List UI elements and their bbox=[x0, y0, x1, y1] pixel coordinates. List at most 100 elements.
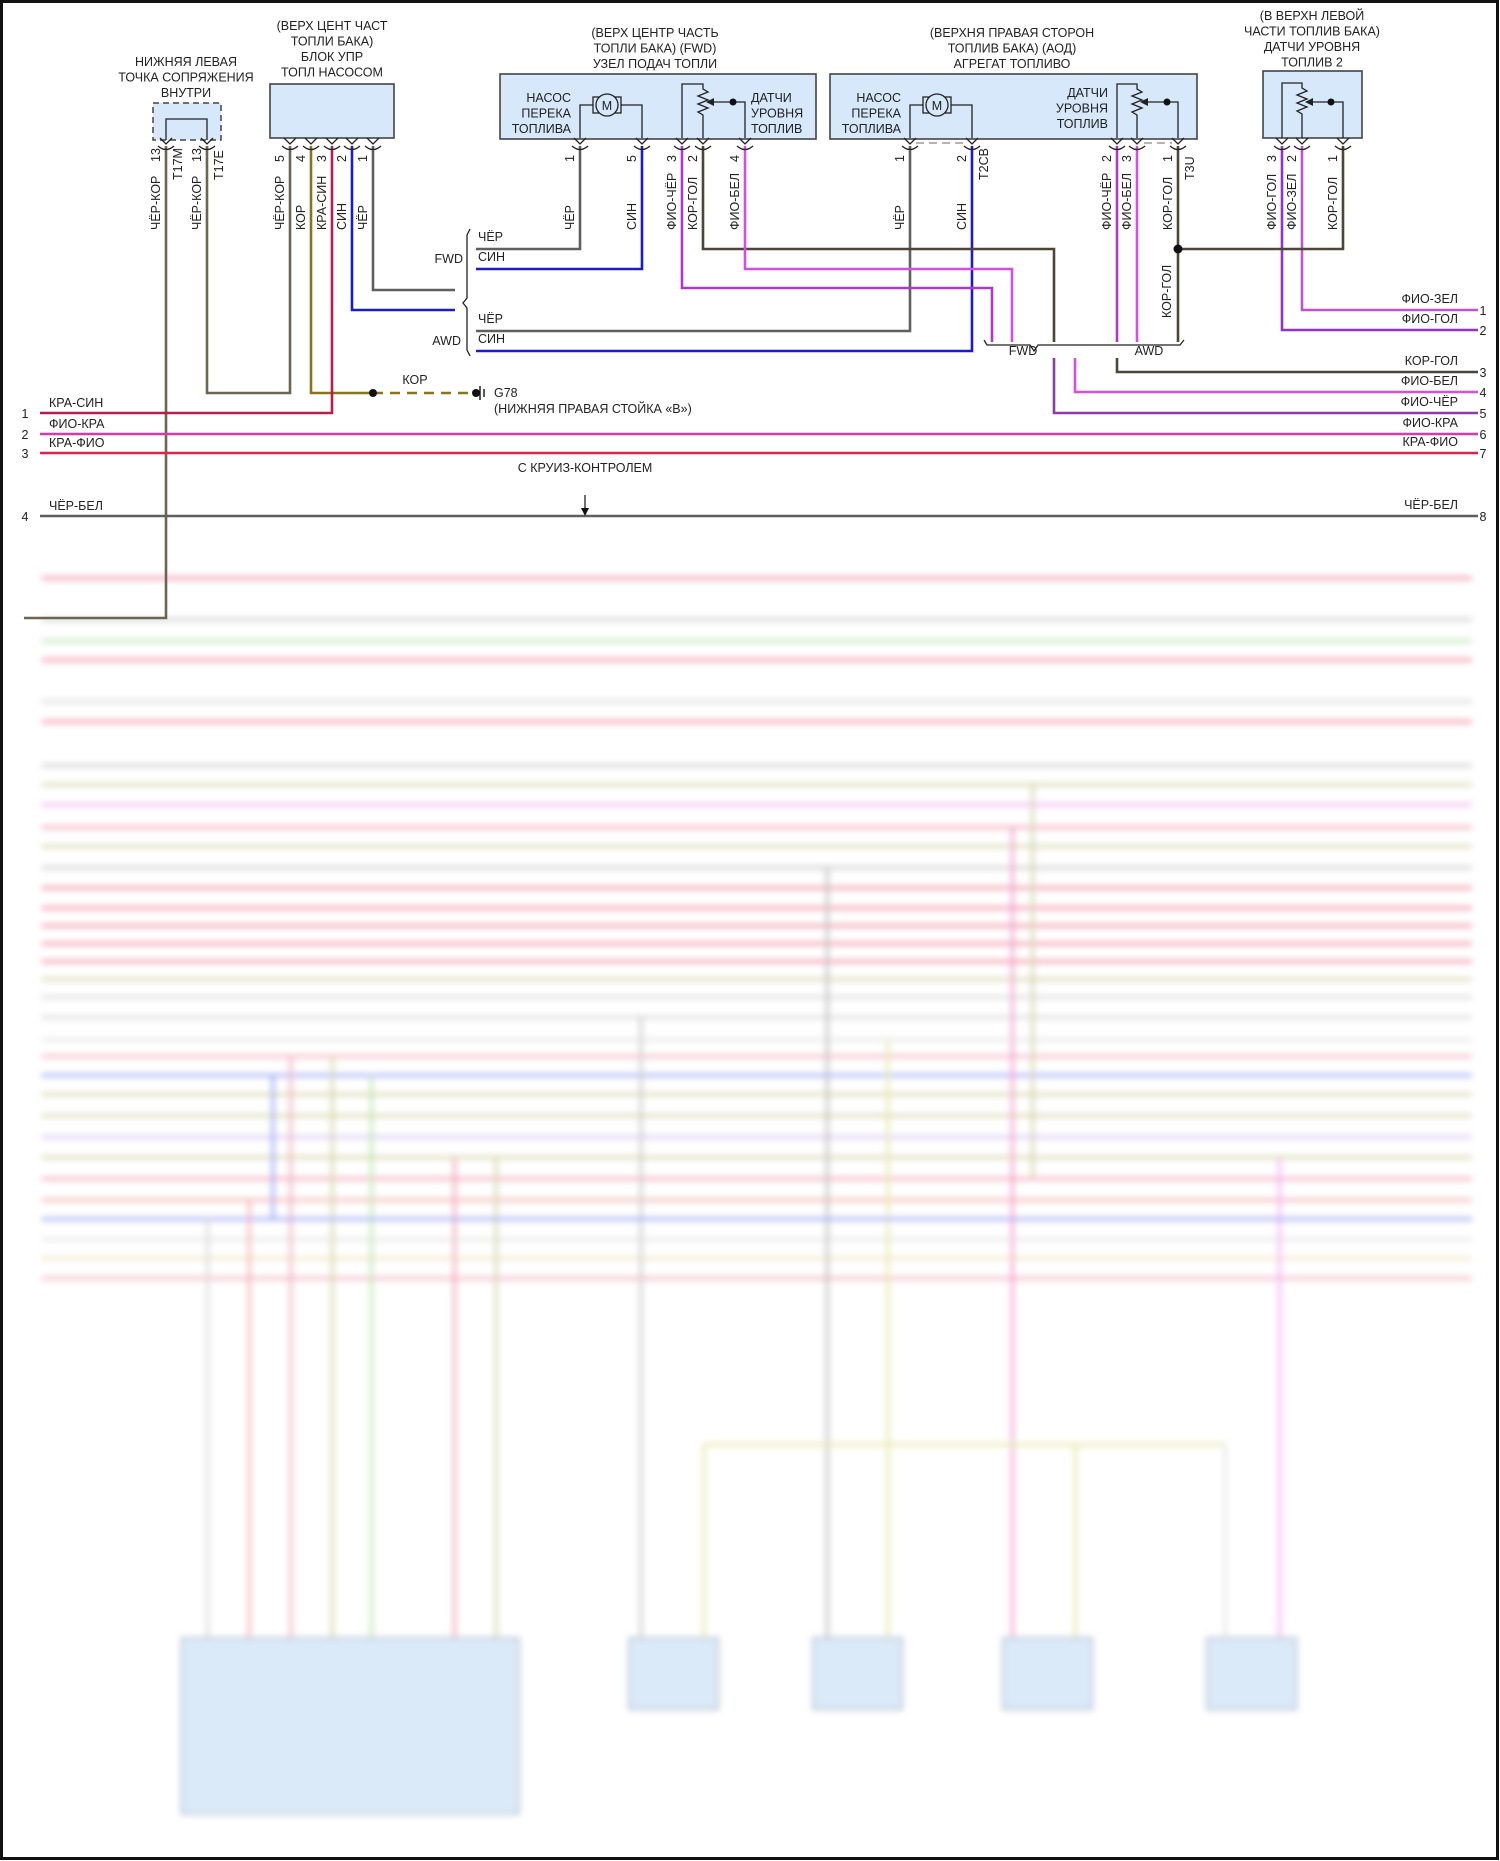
wire-fio-zel bbox=[1300, 146, 1478, 312]
wire-t17m bbox=[24, 146, 168, 620]
awd_unit-sensor-label: ДАТЧИ bbox=[1067, 86, 1108, 100]
fwd_unit-pump-label: НАСОС bbox=[526, 91, 571, 105]
ground-g78 bbox=[369, 386, 485, 400]
pin-connector-icon bbox=[1169, 137, 1187, 151]
pump_control-title: ТОПЛ НАСОСОМ bbox=[281, 66, 383, 80]
right-line-label: ФИО-КРА bbox=[1403, 416, 1459, 430]
splice-title: ТОЧКА СОПРЯЖЕНИЯ bbox=[118, 71, 253, 85]
pin-connector-icon bbox=[571, 137, 589, 151]
awd_unit-pump-label: НАСОС bbox=[856, 91, 901, 105]
pin-connector-icon bbox=[673, 137, 691, 151]
splice-bridge bbox=[165, 118, 208, 140]
pin-number: 13 bbox=[190, 148, 204, 162]
pin-number: 3 bbox=[1265, 155, 1279, 162]
right-line-label: ФИО-ГОЛ bbox=[1402, 312, 1458, 326]
right-line-label: ФИО-БЕЛ bbox=[1401, 374, 1458, 388]
wire-color-label: ФИО-БЕЛ bbox=[728, 173, 742, 230]
pin-connector-icon bbox=[694, 137, 712, 151]
right-line-number: 6 bbox=[1480, 428, 1487, 442]
pin-number: 5 bbox=[273, 155, 287, 162]
wire-color-label: СИН bbox=[955, 203, 969, 230]
harness-brace-left bbox=[462, 228, 471, 357]
wire-fwd-sin bbox=[476, 146, 644, 271]
wire-color-label: СИН bbox=[625, 203, 639, 230]
wire-awd-sin bbox=[476, 146, 974, 353]
right-line-label: ФИО-ЗЕЛ bbox=[1402, 292, 1458, 306]
wire-awd-cher bbox=[476, 146, 912, 333]
wire-fio-bel-fwd bbox=[743, 146, 1014, 342]
wire-kor-gol-fwd bbox=[701, 146, 1056, 342]
splice-wire-label: КОР-ГОЛ bbox=[1160, 265, 1174, 318]
pin-number: 5 bbox=[625, 155, 639, 162]
wire-color-label: ЧЁР bbox=[563, 205, 577, 230]
wire-color-label: СИН bbox=[335, 203, 349, 230]
right-line-number: 4 bbox=[1480, 386, 1487, 400]
fwd_unit-sensor-label: ТОПЛИВ bbox=[751, 122, 802, 136]
fwd_unit-pump-label: ПЕРЕКА bbox=[521, 107, 571, 121]
harness-label-fwd: FWD bbox=[435, 252, 463, 266]
sensor2-title: ЧАСТИ ТОПЛИВ БАКА) bbox=[1244, 25, 1380, 39]
wire-color-label: КОР-ГОЛ bbox=[686, 177, 700, 230]
wire-color-label: ФИО-БЕЛ bbox=[1120, 173, 1134, 230]
sensor2-resistor bbox=[1281, 82, 1344, 138]
wire-fio-gol bbox=[1280, 146, 1478, 332]
fwd_unit-sensor-label: ДАТЧИ bbox=[751, 91, 792, 105]
wire-color-label: КОР bbox=[294, 205, 308, 230]
pin-number: 1 bbox=[563, 155, 577, 162]
right-line-number: 3 bbox=[1480, 366, 1487, 380]
wire-color-label: ЧЁР bbox=[356, 205, 370, 230]
pump_control-title: БЛОК УПР bbox=[301, 50, 363, 64]
right-line-number: 1 bbox=[1480, 304, 1487, 318]
fwd-pump-motor bbox=[579, 93, 643, 138]
pin-connector-icon bbox=[1128, 137, 1146, 151]
awd_unit-sensor-label: ТОПЛИВ bbox=[1057, 117, 1108, 131]
harness-wire-label: ЧЁР bbox=[478, 312, 503, 326]
pin-number: 1 bbox=[1326, 155, 1340, 162]
pin-number: 4 bbox=[728, 155, 742, 162]
wire-fwd-cher bbox=[476, 146, 582, 251]
pin-connector-icon bbox=[323, 137, 341, 151]
wire-kor-gol-s2 bbox=[1178, 146, 1345, 251]
right-line-label: ЧЁР-БЕЛ bbox=[1404, 498, 1458, 512]
harness-label-awd: AWD bbox=[432, 334, 461, 348]
splice-dot bbox=[1173, 244, 1183, 254]
pin-number: 3 bbox=[1120, 155, 1134, 162]
pin-number: 13 bbox=[149, 148, 163, 162]
blurred-component bbox=[812, 1637, 904, 1711]
left-line-label: ЧЁР-БЕЛ bbox=[49, 499, 103, 513]
wire-right-4 bbox=[1073, 358, 1478, 394]
pin-number: 3 bbox=[315, 155, 329, 162]
pin-connector-icon bbox=[1108, 137, 1126, 151]
right-line-label: КОР-ГОЛ bbox=[1405, 354, 1458, 368]
pin-connector-icon bbox=[157, 137, 175, 151]
wire-color-label: ЧЁР-КОР bbox=[273, 176, 287, 230]
left-line-label: ФИО-КРА bbox=[49, 417, 105, 431]
harness-brace-bottom bbox=[983, 339, 1185, 353]
ground-id: G78 bbox=[494, 386, 518, 400]
right-line-number: 2 bbox=[1480, 324, 1487, 338]
wire-color-label: КОР-ГОЛ bbox=[1326, 177, 1340, 230]
sensor2-title: ДАТЧИ УРОВНЯ bbox=[1264, 40, 1360, 54]
pin-number: 4 bbox=[294, 155, 308, 162]
splice-title: ВНУТРИ bbox=[161, 86, 211, 100]
wire-kor bbox=[309, 146, 373, 395]
splice-title: НИЖНЯЯ ЛЕВАЯ bbox=[135, 55, 237, 69]
right-line-number: 5 bbox=[1480, 407, 1487, 421]
connector-id: T2CB bbox=[977, 148, 991, 180]
pin-number: 2 bbox=[686, 155, 700, 162]
wire-color-label: ФИО-ЧЁР bbox=[665, 173, 679, 230]
wire-right-5 bbox=[1052, 358, 1478, 415]
awd_unit-pump-label: ПЕРЕКА bbox=[851, 107, 901, 121]
blurred-component bbox=[1002, 1637, 1094, 1711]
brace-label-fwd: FWD bbox=[1009, 344, 1037, 358]
right-line-number: 8 bbox=[1480, 510, 1487, 524]
awd_unit-title: (ВЕРХНЯ ПРАВАЯ СТОРОН bbox=[930, 26, 1094, 40]
pin-connector-icon bbox=[364, 137, 382, 151]
pin-number: 1 bbox=[893, 155, 907, 162]
left-line-number: 2 bbox=[22, 428, 29, 442]
right-line-number: 7 bbox=[1480, 447, 1487, 461]
connector-id: T17M bbox=[171, 148, 185, 180]
ground-location: (НИЖНЯЯ ПРАВАЯ СТОЙКА «В») bbox=[494, 401, 692, 416]
pin-connector-icon bbox=[963, 137, 981, 151]
